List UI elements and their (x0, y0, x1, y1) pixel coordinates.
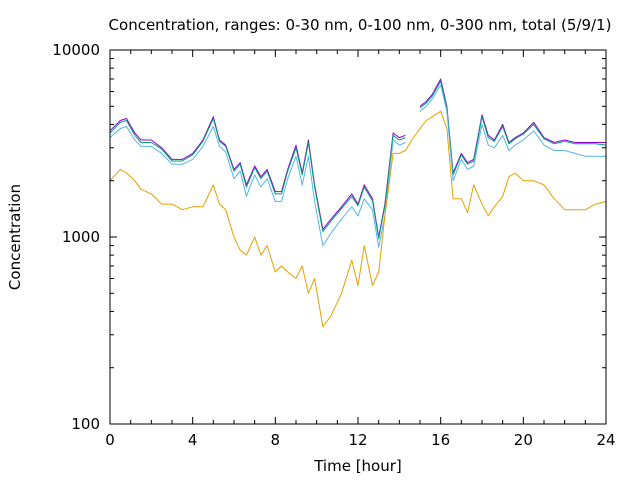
y-tick-label: 1000 (62, 228, 100, 246)
x-tick-label: 24 (596, 431, 615, 449)
series-line-3 (109, 84, 606, 248)
x-tick-label: 8 (271, 431, 281, 449)
x-tick-label: 4 (188, 431, 198, 449)
y-tick-label: 100 (71, 415, 100, 433)
y-tick-label: 10000 (52, 41, 100, 59)
axis-ticks (109, 49, 607, 425)
series-line-2 (109, 80, 607, 240)
series-line-4 (109, 110, 607, 328)
plot-frame (109, 49, 607, 425)
series-group (109, 78, 607, 328)
x-axis-label: Time [hour] (313, 457, 402, 475)
y-axis-label: Concentration (6, 184, 24, 290)
x-tick-label: 20 (514, 431, 533, 449)
tick-labels: 0 4 8 12 16 20 24 100 1000 10000 (52, 41, 615, 449)
x-tick-label: 0 (105, 431, 115, 449)
x-tick-label: 16 (431, 431, 450, 449)
x-tick-label: 12 (348, 431, 367, 449)
chart-title: Concentration, ranges: 0-30 nm, 0-100 nm… (109, 16, 612, 34)
series-line-1 (109, 78, 606, 238)
